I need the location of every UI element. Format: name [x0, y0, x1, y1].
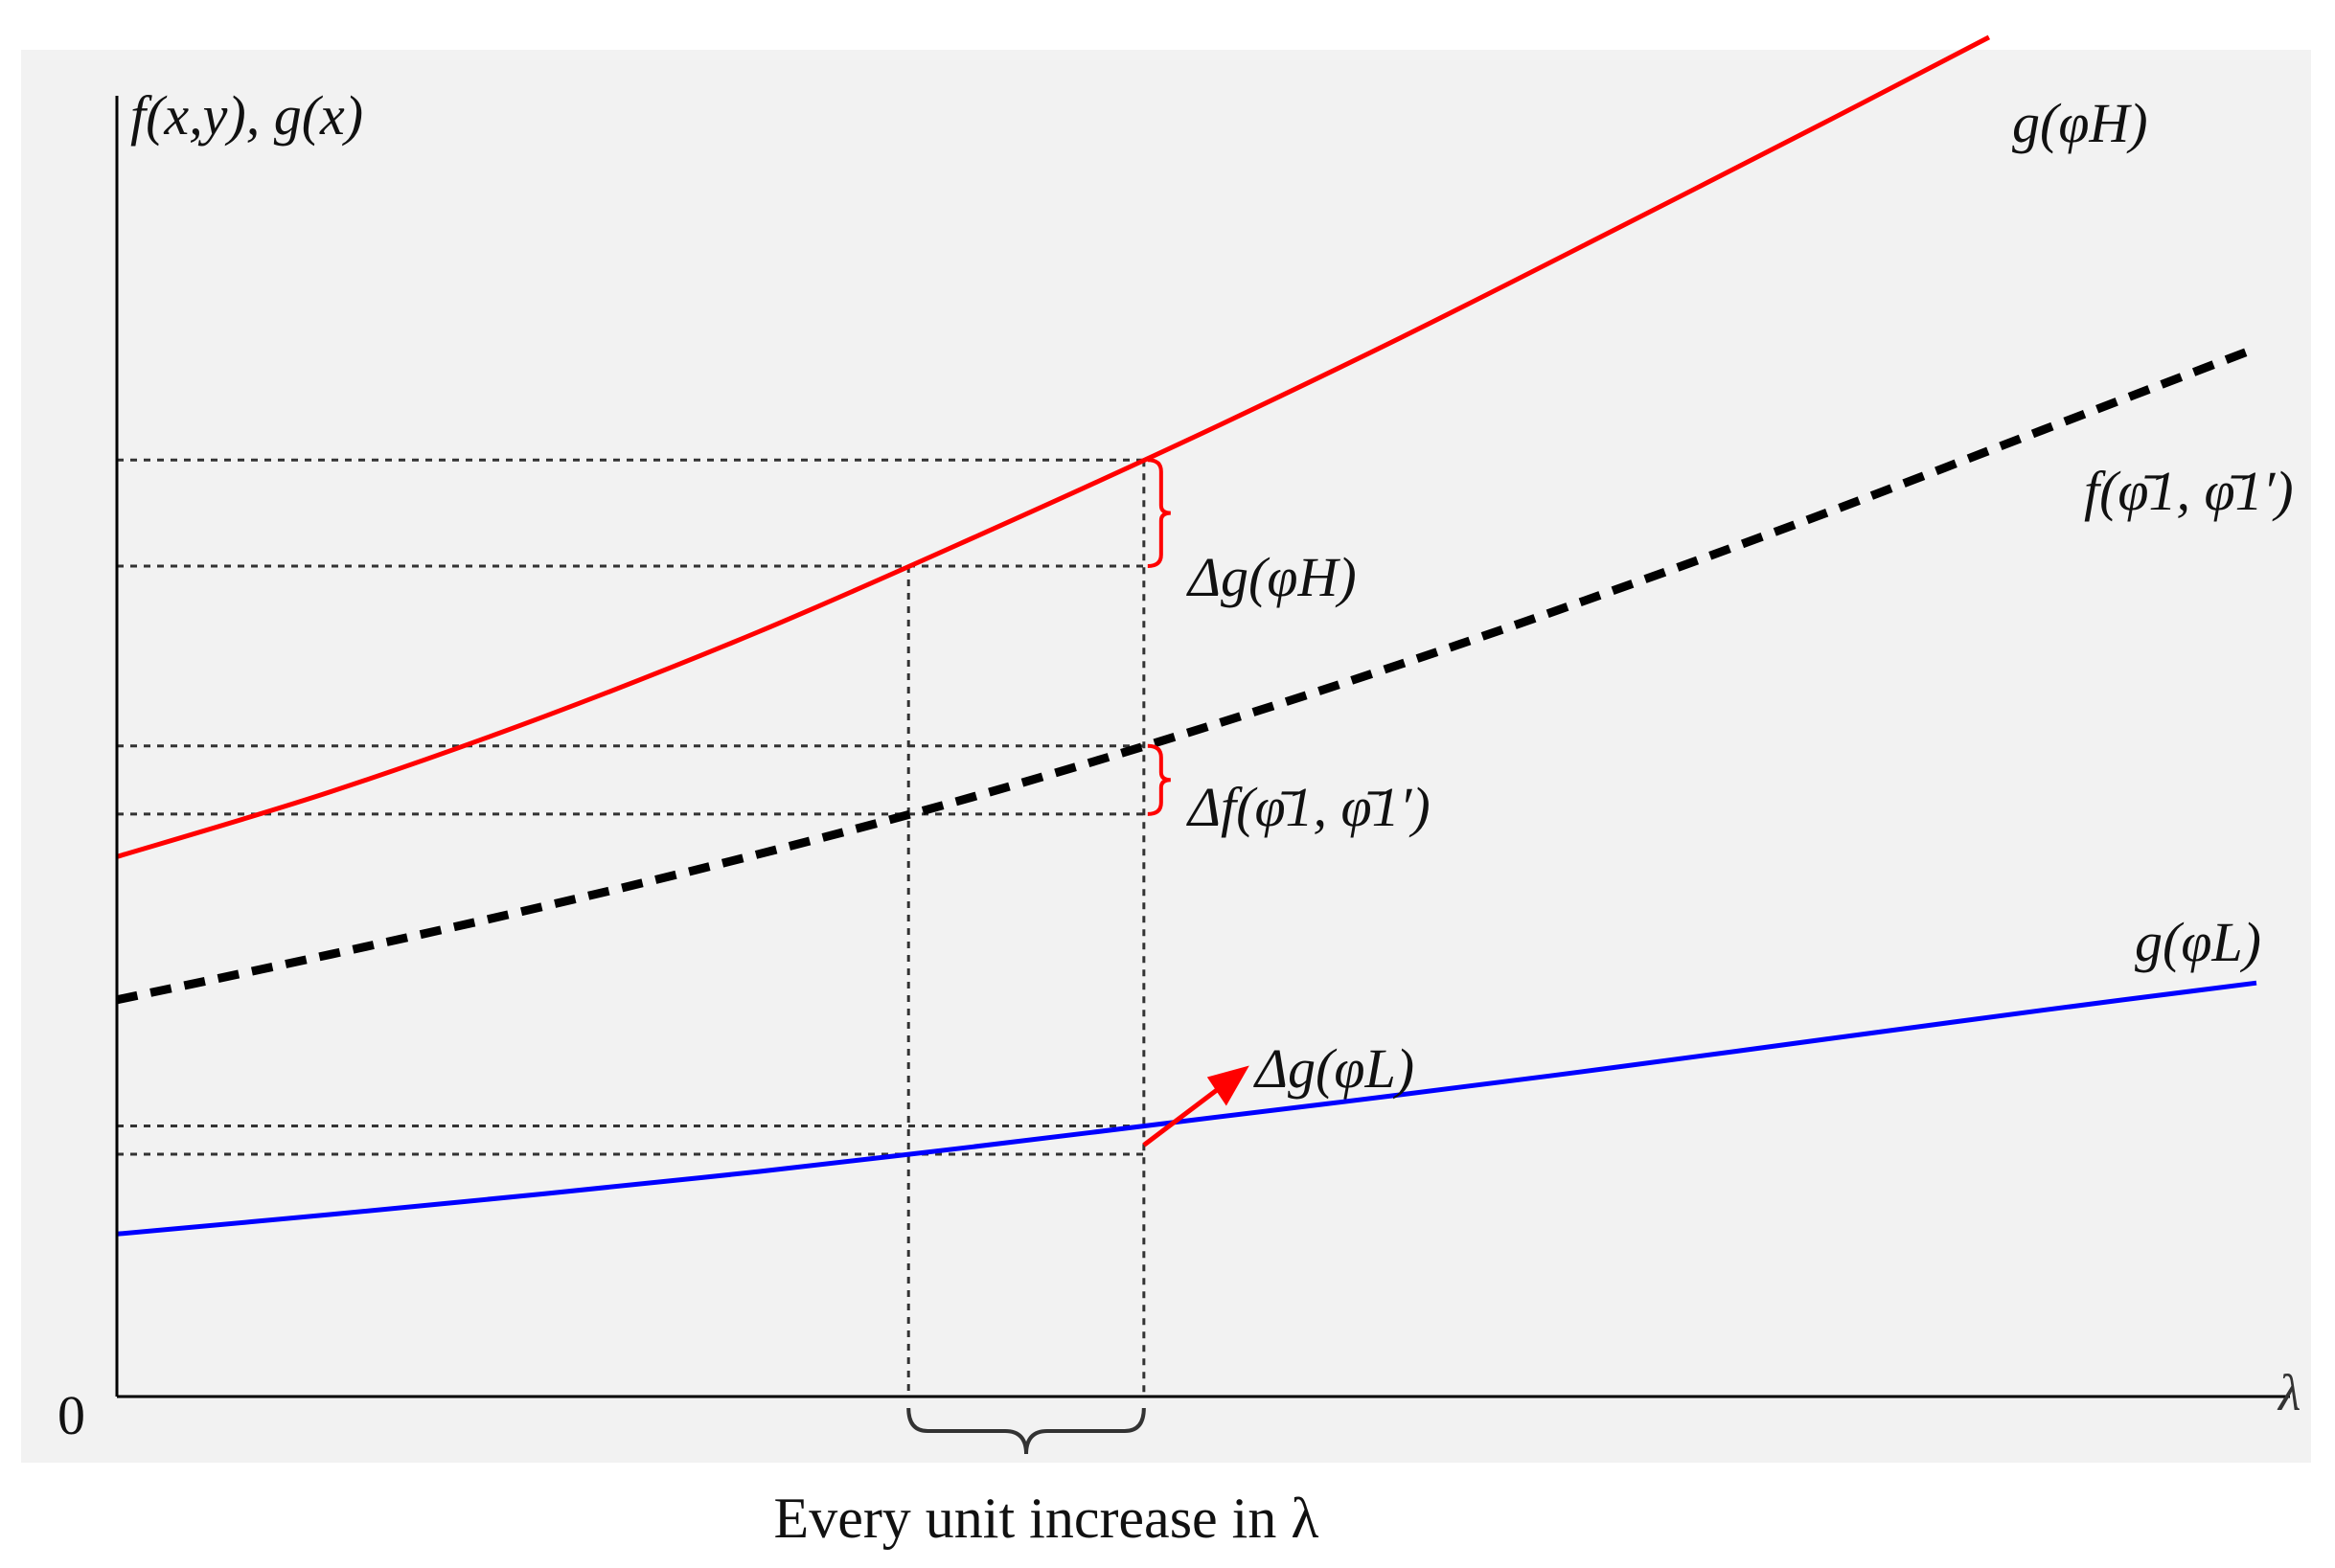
series-line-high — [116, 34, 1991, 859]
series-label-mid: f(φ̄1, φ̄1′) — [2084, 460, 2294, 522]
arrow-delta-low — [1142, 1080, 1228, 1148]
delta-high-label: Δg(φH) — [1186, 546, 1357, 608]
x-axis-label: λ — [2277, 1364, 2301, 1421]
plot-panel-background — [21, 50, 2311, 1463]
brace-delta-mid — [1147, 743, 1171, 816]
brace-delta-high — [1147, 458, 1171, 569]
origin-label: 0 — [57, 1384, 85, 1446]
series-layer — [116, 34, 2258, 1237]
series-line-low — [116, 980, 2257, 1237]
annotation-marks — [906, 458, 1249, 1455]
y-axis-label: f(x,y), g(x) — [130, 84, 363, 147]
delta-mid-label: Δf(φ̄1, φ̄1′) — [1186, 776, 1431, 838]
series-label-high: g(φH) — [2012, 92, 2148, 154]
guide-lines — [117, 458, 1146, 1397]
arrow-head-delta-low — [1206, 1065, 1249, 1106]
brace-interval — [906, 1407, 1146, 1455]
delta-low-label: Δg(φL) — [1253, 1037, 1414, 1100]
bottom-caption: Every unit increase in λ — [774, 1487, 1319, 1550]
series-label-low: g(φL) — [2135, 911, 2261, 973]
